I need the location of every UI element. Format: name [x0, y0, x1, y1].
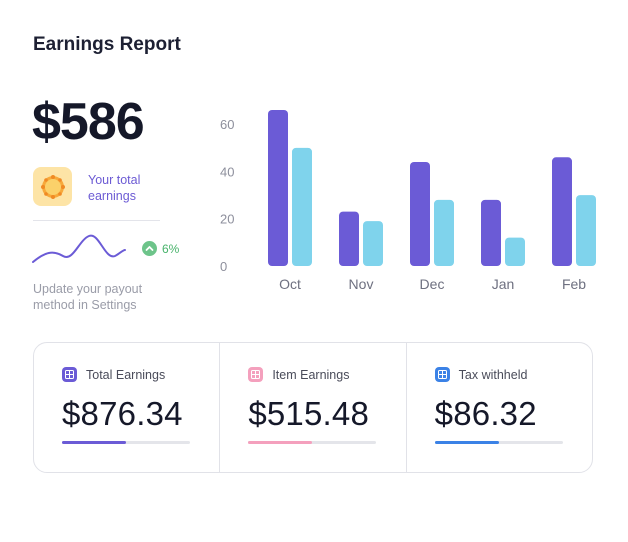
card-value: $515.48 [248, 395, 370, 432]
bar-dec-series-1 [410, 162, 430, 266]
bar-jan-series-2 [505, 237, 525, 266]
bar-oct-series-1 [268, 110, 288, 266]
bar-oct-series-2 [292, 147, 312, 266]
x-tick-label: Oct [279, 276, 301, 292]
x-tick-label: Jan [492, 276, 515, 292]
x-tick-label: Feb [562, 276, 586, 292]
progress-fill [248, 441, 313, 444]
chevron-up-icon [142, 241, 157, 256]
growth-value: 6% [162, 241, 180, 256]
bar-nov-series-1 [339, 211, 359, 266]
progress-track [62, 441, 190, 444]
y-tick-label: 40 [220, 164, 234, 179]
stats-cards: Total Earnings $876.34 Item Earnings $51… [33, 342, 593, 473]
total-amount: $586 [32, 93, 145, 151]
progress-track [248, 441, 377, 444]
card-label: Tax withheld [458, 367, 528, 382]
bar-jan-series-1 [481, 199, 501, 266]
earnings-bar-chart: 0 20 40 60 Oct Nov Dec Jan Feb [220, 110, 596, 292]
sun-icon [40, 174, 65, 199]
sun-badge-icon [33, 167, 72, 206]
grid-icon [248, 367, 264, 382]
card-value: $876.34 [62, 395, 183, 432]
y-tick-label: 0 [220, 259, 227, 274]
page-title: Earnings Report [33, 34, 181, 55]
grid-icon [62, 367, 77, 382]
card-label: Item Earnings [272, 367, 350, 382]
card-item-earnings: Item Earnings $515.48 [219, 343, 405, 472]
progress-fill [434, 441, 499, 444]
y-tick-label: 60 [220, 117, 234, 132]
x-tick-label: Nov [349, 276, 374, 292]
bar-dec-series-2 [434, 199, 454, 266]
card-tax-withheld: Tax withheld $86.32 [405, 343, 592, 472]
bar-feb-series-1 [552, 157, 572, 266]
x-tick-label: Dec [420, 276, 445, 292]
earnings-label: Your total earnings [88, 173, 141, 203]
card-label: Total Earnings [86, 367, 166, 382]
progress-track [434, 441, 563, 444]
y-tick-label: 20 [220, 212, 234, 227]
bar-nov-series-2 [363, 221, 383, 266]
progress-fill [62, 441, 126, 444]
grid-icon [434, 367, 450, 382]
trend-sparkline [32, 234, 126, 263]
divider [33, 220, 160, 221]
payout-hint: Update your payout method in Settings [33, 282, 143, 312]
card-value: $86.32 [434, 395, 537, 432]
growth-indicator: 6% [142, 241, 179, 256]
card-total-earnings: Total Earnings $876.34 [34, 343, 219, 472]
bar-feb-series-2 [576, 195, 596, 266]
